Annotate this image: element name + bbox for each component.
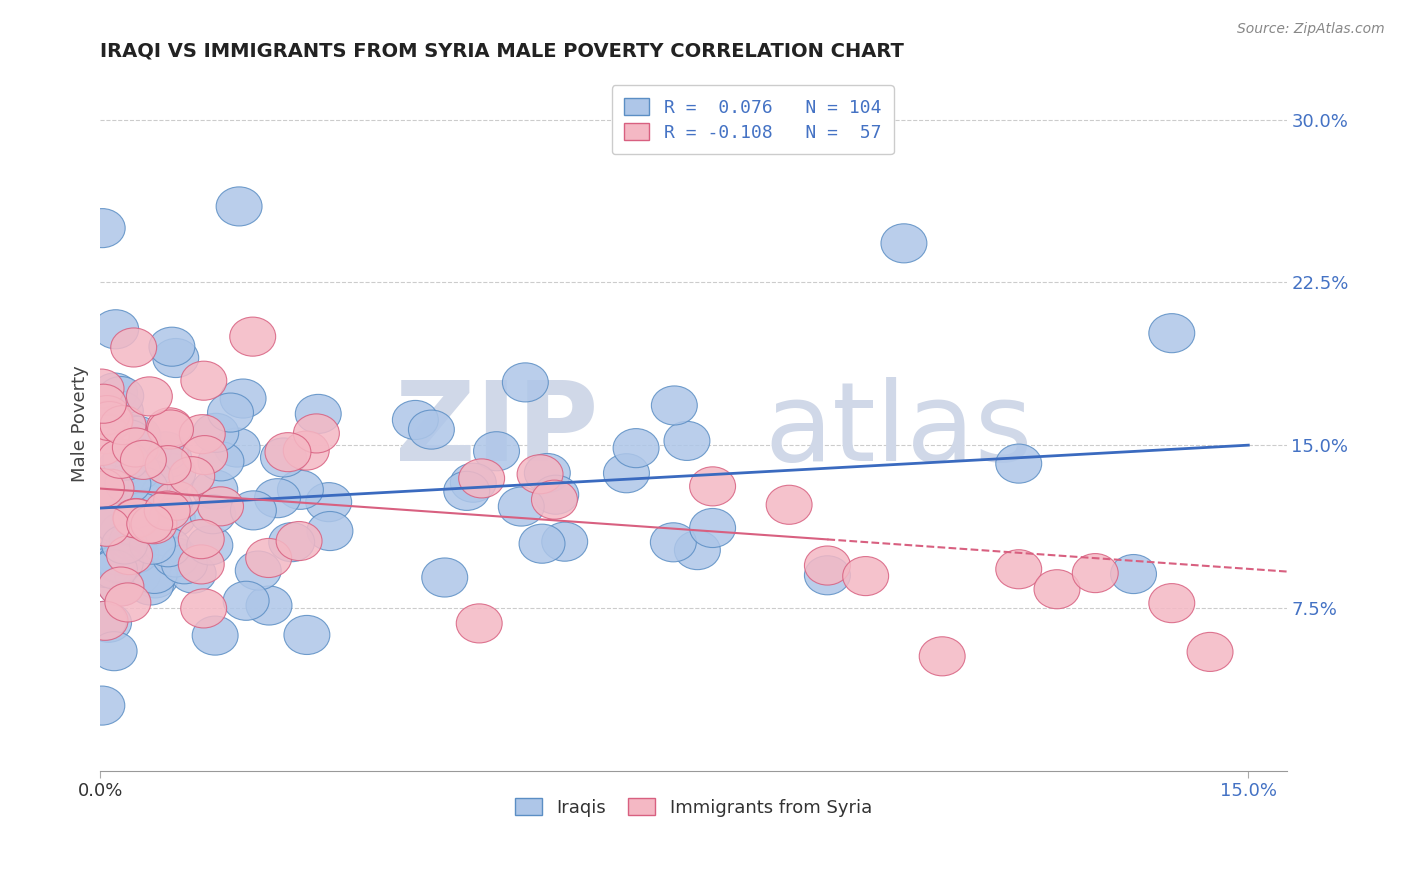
Y-axis label: Male Poverty: Male Poverty xyxy=(72,365,89,482)
Text: IRAQI VS IMMIGRANTS FROM SYRIA MALE POVERTY CORRELATION CHART: IRAQI VS IMMIGRANTS FROM SYRIA MALE POVE… xyxy=(100,42,904,61)
Text: Source: ZipAtlas.com: Source: ZipAtlas.com xyxy=(1237,22,1385,37)
Text: ZIP: ZIP xyxy=(395,377,599,483)
Text: atlas: atlas xyxy=(765,377,1033,483)
Legend: Iraqis, Immigrants from Syria: Iraqis, Immigrants from Syria xyxy=(508,791,879,824)
